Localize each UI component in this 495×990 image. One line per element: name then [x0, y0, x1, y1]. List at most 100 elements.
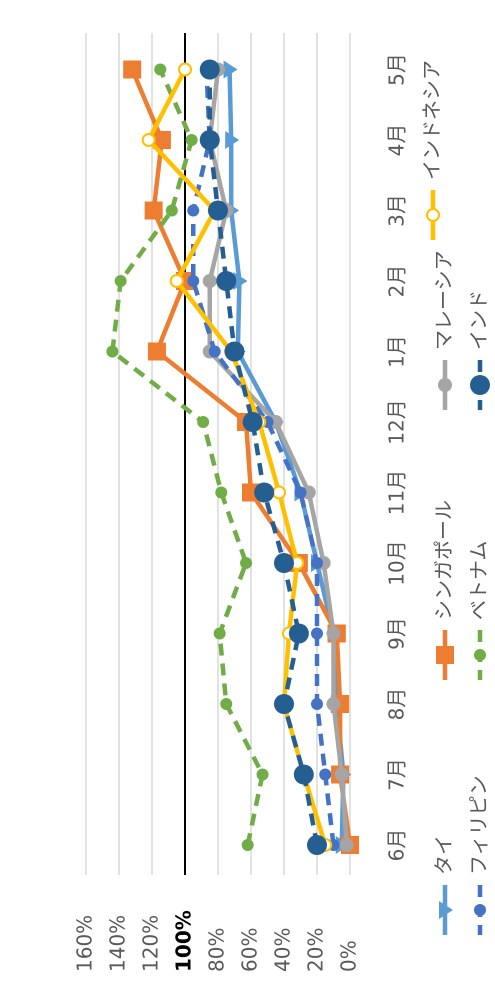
- data-point: [199, 130, 220, 150]
- legend-label: インド: [467, 290, 491, 350]
- legend-marker: [474, 904, 486, 916]
- series-lines: [106, 59, 359, 855]
- legend-item: マレーシア: [432, 250, 456, 410]
- series-タイ: [223, 60, 352, 854]
- value-tick-label: 60%: [238, 928, 262, 972]
- data-point: [326, 697, 341, 711]
- gridlines: [85, 33, 351, 875]
- data-point: [242, 412, 263, 432]
- data-point: [326, 626, 341, 641]
- data-point: [311, 557, 323, 569]
- series-line: [130, 68, 353, 846]
- category-tick-label: 6月: [385, 829, 409, 862]
- series-line: [191, 69, 336, 846]
- data-point: [199, 59, 220, 80]
- data-point: [274, 553, 294, 573]
- series-シンガポール: [123, 60, 359, 854]
- data-point: [123, 60, 142, 79]
- data-point: [178, 62, 192, 77]
- data-point: [293, 764, 314, 785]
- data-point: [169, 274, 184, 288]
- legend-item: タイ: [432, 835, 456, 935]
- series-line: [110, 68, 265, 846]
- legend-item: フィリピン: [467, 775, 491, 935]
- legend-item: インドネシア: [420, 60, 444, 240]
- data-point: [185, 134, 198, 146]
- category-tick-label: 8月: [385, 688, 409, 721]
- data-point: [274, 694, 294, 714]
- category-tick-label: 12月: [385, 399, 409, 444]
- value-tick-label: 80%: [205, 928, 229, 972]
- category-tick-label: 1月: [385, 335, 409, 368]
- data-point: [187, 275, 200, 287]
- data-point: [294, 486, 307, 499]
- data-point: [215, 486, 228, 499]
- value-tick-label: 100%: [172, 910, 196, 972]
- legend-marker: [470, 375, 490, 395]
- value-tick-label: 40%: [271, 928, 295, 972]
- data-point: [288, 623, 309, 644]
- series-line: [146, 68, 328, 846]
- data-point: [224, 341, 245, 362]
- data-point: [114, 275, 127, 287]
- category-tick-label: 2月: [385, 265, 409, 298]
- series-line: [207, 69, 320, 846]
- series-マレーシア: [202, 62, 354, 852]
- category-tick-label: 3月: [385, 194, 409, 227]
- data-point: [256, 768, 269, 781]
- data-point: [106, 345, 119, 358]
- data-point: [165, 204, 178, 217]
- data-point: [202, 274, 217, 288]
- data-point: [197, 416, 210, 428]
- data-point: [208, 345, 221, 358]
- data-point: [213, 627, 226, 640]
- value-tick-label: 0%: [337, 940, 361, 972]
- data-point: [311, 627, 323, 640]
- data-point: [216, 271, 237, 291]
- legend-marker: [474, 649, 486, 661]
- series-line: [207, 69, 349, 846]
- data-point: [147, 342, 166, 361]
- data-point: [187, 204, 200, 217]
- data-point: [220, 698, 233, 710]
- category-tick-label: 9月: [385, 617, 409, 650]
- value-tick-label: 20%: [304, 928, 328, 972]
- value-tick-label: 120%: [139, 915, 163, 972]
- legend-item: シンガポール: [432, 500, 456, 680]
- data-point: [225, 131, 240, 149]
- value-tick-label: 140%: [106, 915, 130, 972]
- data-point: [223, 60, 238, 79]
- series-インド: [199, 59, 327, 855]
- data-point: [339, 838, 354, 852]
- data-point: [311, 698, 323, 710]
- data-point: [254, 482, 275, 503]
- category-tick-label: 5月: [385, 53, 409, 86]
- series-ベトナム: [106, 63, 269, 851]
- data-point: [154, 63, 167, 76]
- legend-label: インドネシア: [420, 60, 444, 180]
- value-tick-label: 160%: [73, 915, 97, 972]
- data-point: [240, 557, 253, 569]
- legend-marker: [438, 378, 452, 392]
- legend-label: ベトナム: [467, 541, 491, 620]
- data-point: [319, 768, 332, 781]
- legend-label: シンガポール: [432, 500, 456, 620]
- category-tick-label: 7月: [385, 758, 409, 791]
- axis-labels: 0% 20% 40% 60% 80% 100% 120% 140% 160% 6月 7月 8月 9月 10…: [73, 53, 409, 972]
- legend-item: ベトナム: [467, 541, 491, 680]
- legend-label: フィリピン: [467, 775, 491, 875]
- data-point: [208, 200, 228, 221]
- data-point: [152, 131, 171, 149]
- legend-marker: [436, 646, 454, 664]
- legend-item: インド: [467, 290, 491, 410]
- data-point: [334, 767, 349, 782]
- legend-label: マレーシア: [432, 250, 456, 350]
- data-point: [144, 201, 163, 220]
- legend-marker: [439, 901, 453, 919]
- category-tick-label: 11月: [385, 470, 409, 515]
- category-tick-label: 4月: [385, 124, 409, 157]
- series-インドネシア: [141, 62, 333, 852]
- category-tick-label: 10月: [385, 540, 409, 585]
